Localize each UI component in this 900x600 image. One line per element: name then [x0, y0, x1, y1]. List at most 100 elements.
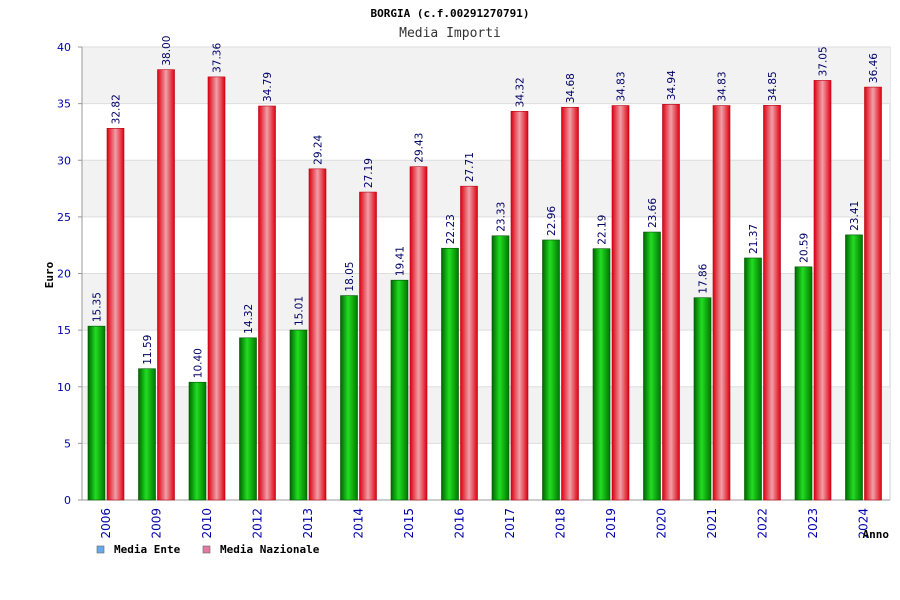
data-label: 27.19	[363, 158, 375, 188]
bar-media-ente-2020	[643, 231, 661, 501]
bar-media-nazionale-2012	[258, 105, 276, 501]
bar-media-nazionale-2020	[662, 104, 680, 501]
y-tick-label: 40	[57, 41, 71, 54]
bar-media-ente-2022	[744, 257, 762, 501]
bar-media-ente-2021	[693, 297, 712, 501]
data-label: 34.94	[666, 70, 678, 100]
data-label: 22.96	[546, 206, 558, 236]
bar-media-ente-2012	[239, 337, 257, 501]
data-label: 34.83	[616, 71, 628, 101]
bar-media-nazionale-2014	[359, 191, 377, 501]
x-tick-label: 2017	[503, 508, 517, 539]
data-label: 38.00	[161, 36, 173, 66]
y-axis-label: Euro	[43, 261, 56, 288]
bar-media-nazionale-2006	[106, 128, 125, 501]
data-label: 10.40	[193, 348, 205, 378]
x-tick-label: 2009	[150, 508, 164, 539]
bar-media-ente-2024	[845, 234, 863, 501]
x-tick-label: 2018	[554, 508, 568, 539]
data-label: 17.86	[698, 263, 710, 293]
bar-media-nazionale-2009	[157, 69, 175, 501]
data-label: 34.83	[717, 71, 729, 101]
x-tick-label: 2020	[655, 508, 669, 539]
data-label: 11.59	[142, 335, 154, 365]
data-label: 15.01	[294, 296, 306, 326]
x-tick-label: 2012	[251, 508, 265, 539]
data-label: 18.05	[344, 262, 356, 292]
data-label: 32.82	[111, 94, 123, 124]
data-label: 27.71	[464, 152, 476, 182]
bar-media-ente-2009	[138, 368, 156, 501]
bar-media-nazionale-2016	[460, 185, 478, 501]
x-tick-label: 2016	[453, 508, 467, 539]
bar-media-ente-2006	[87, 325, 106, 501]
x-tick-label: 2019	[604, 508, 618, 539]
data-label: 36.46	[868, 53, 880, 83]
bar-media-nazionale-2019	[611, 105, 630, 501]
x-tick-label: 2010	[200, 508, 214, 539]
data-label: 37.36	[212, 43, 224, 73]
legend-swatch	[96, 545, 105, 554]
x-tick-label: 2022	[756, 508, 770, 539]
bar-media-nazionale-2017	[510, 111, 529, 501]
data-label: 34.68	[565, 73, 577, 103]
data-label: 34.32	[515, 77, 527, 107]
legend-entry: Media Nazionale	[220, 543, 320, 556]
bars	[87, 69, 882, 501]
bar-media-ente-2016	[441, 247, 459, 501]
bar-media-nazionale-2015	[409, 166, 428, 501]
data-label: 29.43	[414, 133, 426, 163]
legend: Media Ente Media Nazionale	[96, 543, 320, 556]
y-tick-label: 10	[57, 381, 71, 394]
chart-subtitle: Media Importi	[399, 26, 501, 41]
x-tick-label: 2006	[99, 508, 113, 539]
bar-media-ente-2023	[794, 266, 813, 501]
data-label: 23.66	[647, 198, 659, 228]
bar-media-nazionale-2022	[763, 105, 781, 501]
data-label: 37.05	[818, 46, 830, 76]
x-tick-label: 2024	[857, 508, 871, 539]
bar-media-ente-2015	[390, 279, 409, 501]
y-tick-label: 25	[57, 211, 71, 224]
data-label: 19.41	[395, 246, 407, 276]
bar-media-ente-2017	[491, 235, 510, 501]
data-label: 29.24	[313, 134, 325, 164]
x-tick-label: 2023	[806, 508, 820, 539]
y-tick-label: 5	[64, 437, 71, 450]
x-axis-label: Anno	[863, 528, 890, 541]
legend-swatch	[202, 545, 211, 554]
chart-title: BORGIA (c.f.00291270791)	[371, 7, 530, 20]
y-tick-label: 30	[57, 154, 71, 167]
bar-media-nazionale-2018	[561, 106, 579, 501]
bar-media-ente-2018	[542, 239, 560, 501]
bar-media-nazionale-2010	[207, 76, 226, 501]
bar-media-nazionale-2013	[308, 168, 327, 501]
bar-media-nazionale-2023	[813, 80, 832, 501]
bar-media-ente-2013	[289, 329, 308, 501]
data-label: 34.85	[767, 71, 779, 101]
x-tick-label: 2021	[705, 508, 719, 539]
x-axis-ticks: 2006 2009 2010 2012 2013 2014 2015 2016 2017 2018…	[99, 508, 871, 539]
data-label: 20.59	[799, 233, 811, 263]
bar-media-ente-2019	[592, 248, 611, 501]
data-label: 22.19	[597, 215, 609, 245]
y-tick-label: 0	[64, 494, 71, 507]
x-tick-label: 2014	[352, 508, 366, 539]
x-tick-label: 2015	[402, 508, 416, 539]
bar-media-nazionale-2021	[712, 105, 731, 501]
bar-media-ente-2014	[340, 295, 358, 501]
data-label: 22.23	[445, 214, 457, 244]
x-tick-label: 2013	[301, 508, 315, 539]
legend-entry: Media Ente	[114, 543, 181, 556]
data-label: 34.79	[262, 72, 274, 102]
data-label: 14.32	[243, 304, 255, 334]
data-label: 23.41	[849, 201, 861, 231]
y-tick-label: 35	[57, 98, 71, 111]
data-labels: 15.35 32.82 11.59 38.00 10.40 37.36 14.32 34.79…	[92, 36, 881, 379]
data-label: 15.35	[92, 292, 104, 322]
data-label: 23.33	[496, 202, 508, 232]
bar-media-ente-2010	[188, 381, 207, 501]
data-label: 21.37	[748, 224, 760, 254]
y-tick-label: 20	[57, 268, 71, 281]
